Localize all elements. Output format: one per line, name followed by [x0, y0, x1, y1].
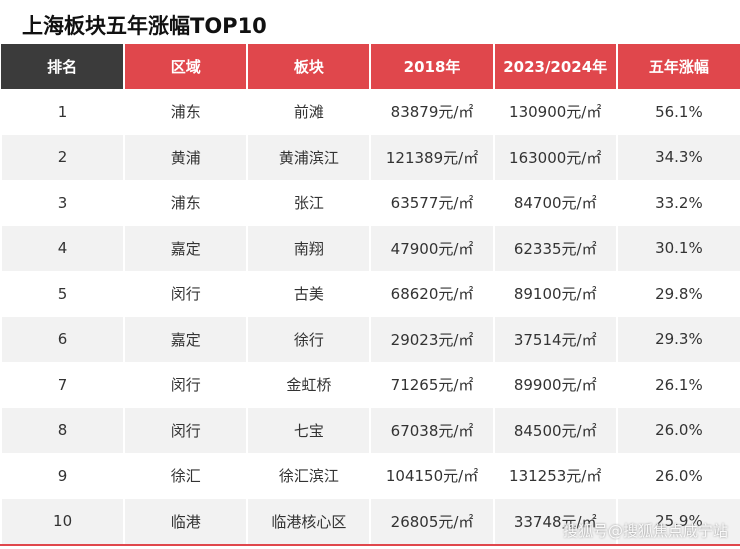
table-cell: 89900元/㎡	[492, 362, 617, 408]
table-cell: 29.3%	[615, 316, 740, 362]
table-cell: 浦东	[123, 180, 248, 226]
table-cell: 前滩	[246, 89, 371, 135]
table-cell: 25.9%	[615, 498, 740, 544]
table-cell: 47900元/㎡	[369, 225, 494, 271]
table-cell: 9	[0, 453, 125, 499]
table-cell: 84500元/㎡	[492, 407, 617, 453]
table-cell: 黄浦滨江	[246, 134, 371, 180]
table-cell: 临港	[123, 498, 248, 544]
table-cell: 56.1%	[615, 89, 740, 135]
table-row: 10 临港 临港核心区 26805元/㎡ 33748元/㎡ 25.9%	[0, 498, 740, 544]
table-cell: 闵行	[123, 362, 248, 408]
table-cell: 62335元/㎡	[492, 225, 617, 271]
table-cell: 6	[0, 316, 125, 362]
header-cell: 排名	[1, 44, 125, 89]
table-cell: 闵行	[123, 271, 248, 317]
table-row: 9 徐汇 徐汇滨江 104150元/㎡ 131253元/㎡ 26.0%	[0, 453, 740, 499]
table-cell: 临港核心区	[246, 498, 371, 544]
table-cell: 121389元/㎡	[369, 134, 494, 180]
watermark: 搜狐号@搜狐焦点咸宁站	[562, 522, 728, 540]
table-cell: 131253元/㎡	[492, 453, 617, 499]
table-cell: 84700元/㎡	[492, 180, 617, 226]
table-cell: 26.0%	[615, 407, 740, 453]
table-cell: 张江	[246, 180, 371, 226]
table-cell: 33.2%	[615, 180, 740, 226]
table-cell: 163000元/㎡	[492, 134, 617, 180]
table-cell: 8	[0, 407, 125, 453]
table-cell: 63577元/㎡	[369, 180, 494, 226]
table-cell: 徐行	[246, 316, 371, 362]
table-cell: 南翔	[246, 225, 371, 271]
table-cell: 104150元/㎡	[369, 453, 494, 499]
table-cell: 2	[0, 134, 125, 180]
table-cell: 89100元/㎡	[492, 271, 617, 317]
table-cell: 30.1%	[615, 225, 740, 271]
table-row: 1 浦东 前滩 83879元/㎡ 130900元/㎡ 56.1%	[0, 89, 740, 135]
bottom-rule	[0, 544, 740, 546]
header-cell: 2023/2024年	[492, 44, 617, 89]
table-row: 8 闵行 七宝 67038元/㎡ 84500元/㎡ 26.0%	[0, 407, 740, 453]
table-cell: 26.0%	[615, 453, 740, 499]
table-cell: 68620元/㎡	[369, 271, 494, 317]
table-cell: 29.8%	[615, 271, 740, 317]
table-cell: 10	[0, 498, 125, 544]
table-row: 6 嘉定 徐行 29023元/㎡ 37514元/㎡ 29.3%	[0, 316, 740, 362]
table-cell: 闵行	[123, 407, 248, 453]
header-cell: 2018年	[369, 44, 494, 89]
table-cell: 徐汇	[123, 453, 248, 499]
table-cell: 26.1%	[615, 362, 740, 408]
table-cell: 71265元/㎡	[369, 362, 494, 408]
table-row: 4 嘉定 南翔 47900元/㎡ 62335元/㎡ 30.1%	[0, 225, 740, 271]
table-cell: 浦东	[123, 89, 248, 135]
table-row: 7 闵行 金虹桥 71265元/㎡ 89900元/㎡ 26.1%	[0, 362, 740, 408]
header-row: 排名 区域 板块 2018年 2023/2024年 五年涨幅	[1, 44, 740, 89]
table-body: 1 浦东 前滩 83879元/㎡ 130900元/㎡ 56.1% 2 黄浦 黄浦滨江 121389…	[0, 89, 740, 544]
title: 上海板块五年涨幅TOP10	[22, 14, 267, 38]
table-row: 3 浦东 张江 63577元/㎡ 84700元/㎡ 33.2%	[0, 180, 740, 226]
header-cell: 区域	[123, 44, 248, 89]
table-row: 2 黄浦 黄浦滨江 121389元/㎡ 163000元/㎡ 34.3%	[0, 134, 740, 180]
table-cell: 29023元/㎡	[369, 316, 494, 362]
table-cell: 26805元/㎡	[369, 498, 494, 544]
table-cell: 嘉定	[123, 316, 248, 362]
table-cell: 37514元/㎡	[492, 316, 617, 362]
table-cell: 1	[0, 89, 125, 135]
table-cell: 67038元/㎡	[369, 407, 494, 453]
table-cell: 130900元/㎡	[492, 89, 617, 135]
table-row: 5 闵行 古美 68620元/㎡ 89100元/㎡ 29.8%	[0, 271, 740, 317]
table-cell: 徐汇滨江	[246, 453, 371, 499]
header-cell: 五年涨幅	[615, 44, 740, 89]
table-cell: 4	[0, 225, 125, 271]
table-cell: 古美	[246, 271, 371, 317]
table-cell: 7	[0, 362, 125, 408]
table-cell: 七宝	[246, 407, 371, 453]
table-cell: 33748元/㎡	[492, 498, 617, 544]
table-cell: 嘉定	[123, 225, 248, 271]
table-cell: 34.3%	[615, 134, 740, 180]
table-cell: 83879元/㎡	[369, 89, 494, 135]
ranking-table: 排名 区域 板块 2018年 2023/2024年 五年涨幅 1 浦东 前滩 83879元/㎡ 1…	[0, 44, 740, 544]
table-cell: 金虹桥	[246, 362, 371, 408]
table-cell: 黄浦	[123, 134, 248, 180]
header-cell: 板块	[246, 44, 371, 89]
table-cell: 5	[0, 271, 125, 317]
table-cell: 3	[0, 180, 125, 226]
